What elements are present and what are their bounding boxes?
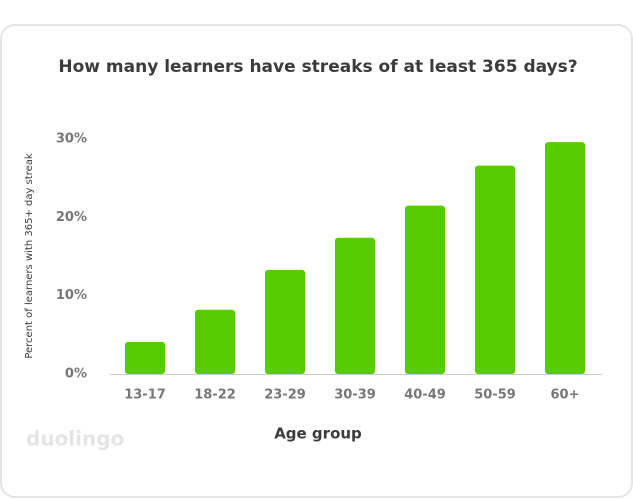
x-tick-label: 60+ [551, 388, 580, 403]
bar [195, 309, 235, 374]
watermark: duolingo [26, 427, 124, 451]
bar [475, 165, 515, 374]
x-axis-label: Age group [274, 425, 362, 443]
chart-title: How many learners have streaks of at lea… [58, 57, 577, 77]
x-tick-label: 40-49 [404, 388, 446, 403]
x-tick-label: 23-29 [264, 388, 306, 403]
y-tick-label: 30% [56, 132, 87, 147]
bar [125, 341, 165, 374]
y-tick-label: 0% [65, 367, 87, 382]
x-tick-label: 18-22 [194, 388, 236, 403]
bar [335, 237, 375, 374]
y-tick-label: 20% [56, 210, 87, 225]
y-tick-label: 10% [56, 288, 87, 303]
bar [545, 142, 585, 374]
x-tick-label: 13-17 [124, 388, 166, 403]
bar [405, 205, 445, 374]
card [0, 24, 633, 498]
y-axis-label: Percent of learners with 365+ day streak [24, 153, 35, 359]
x-tick-label: 30-39 [334, 388, 376, 403]
bar [265, 269, 305, 374]
x-tick-label: 50-59 [474, 388, 516, 403]
